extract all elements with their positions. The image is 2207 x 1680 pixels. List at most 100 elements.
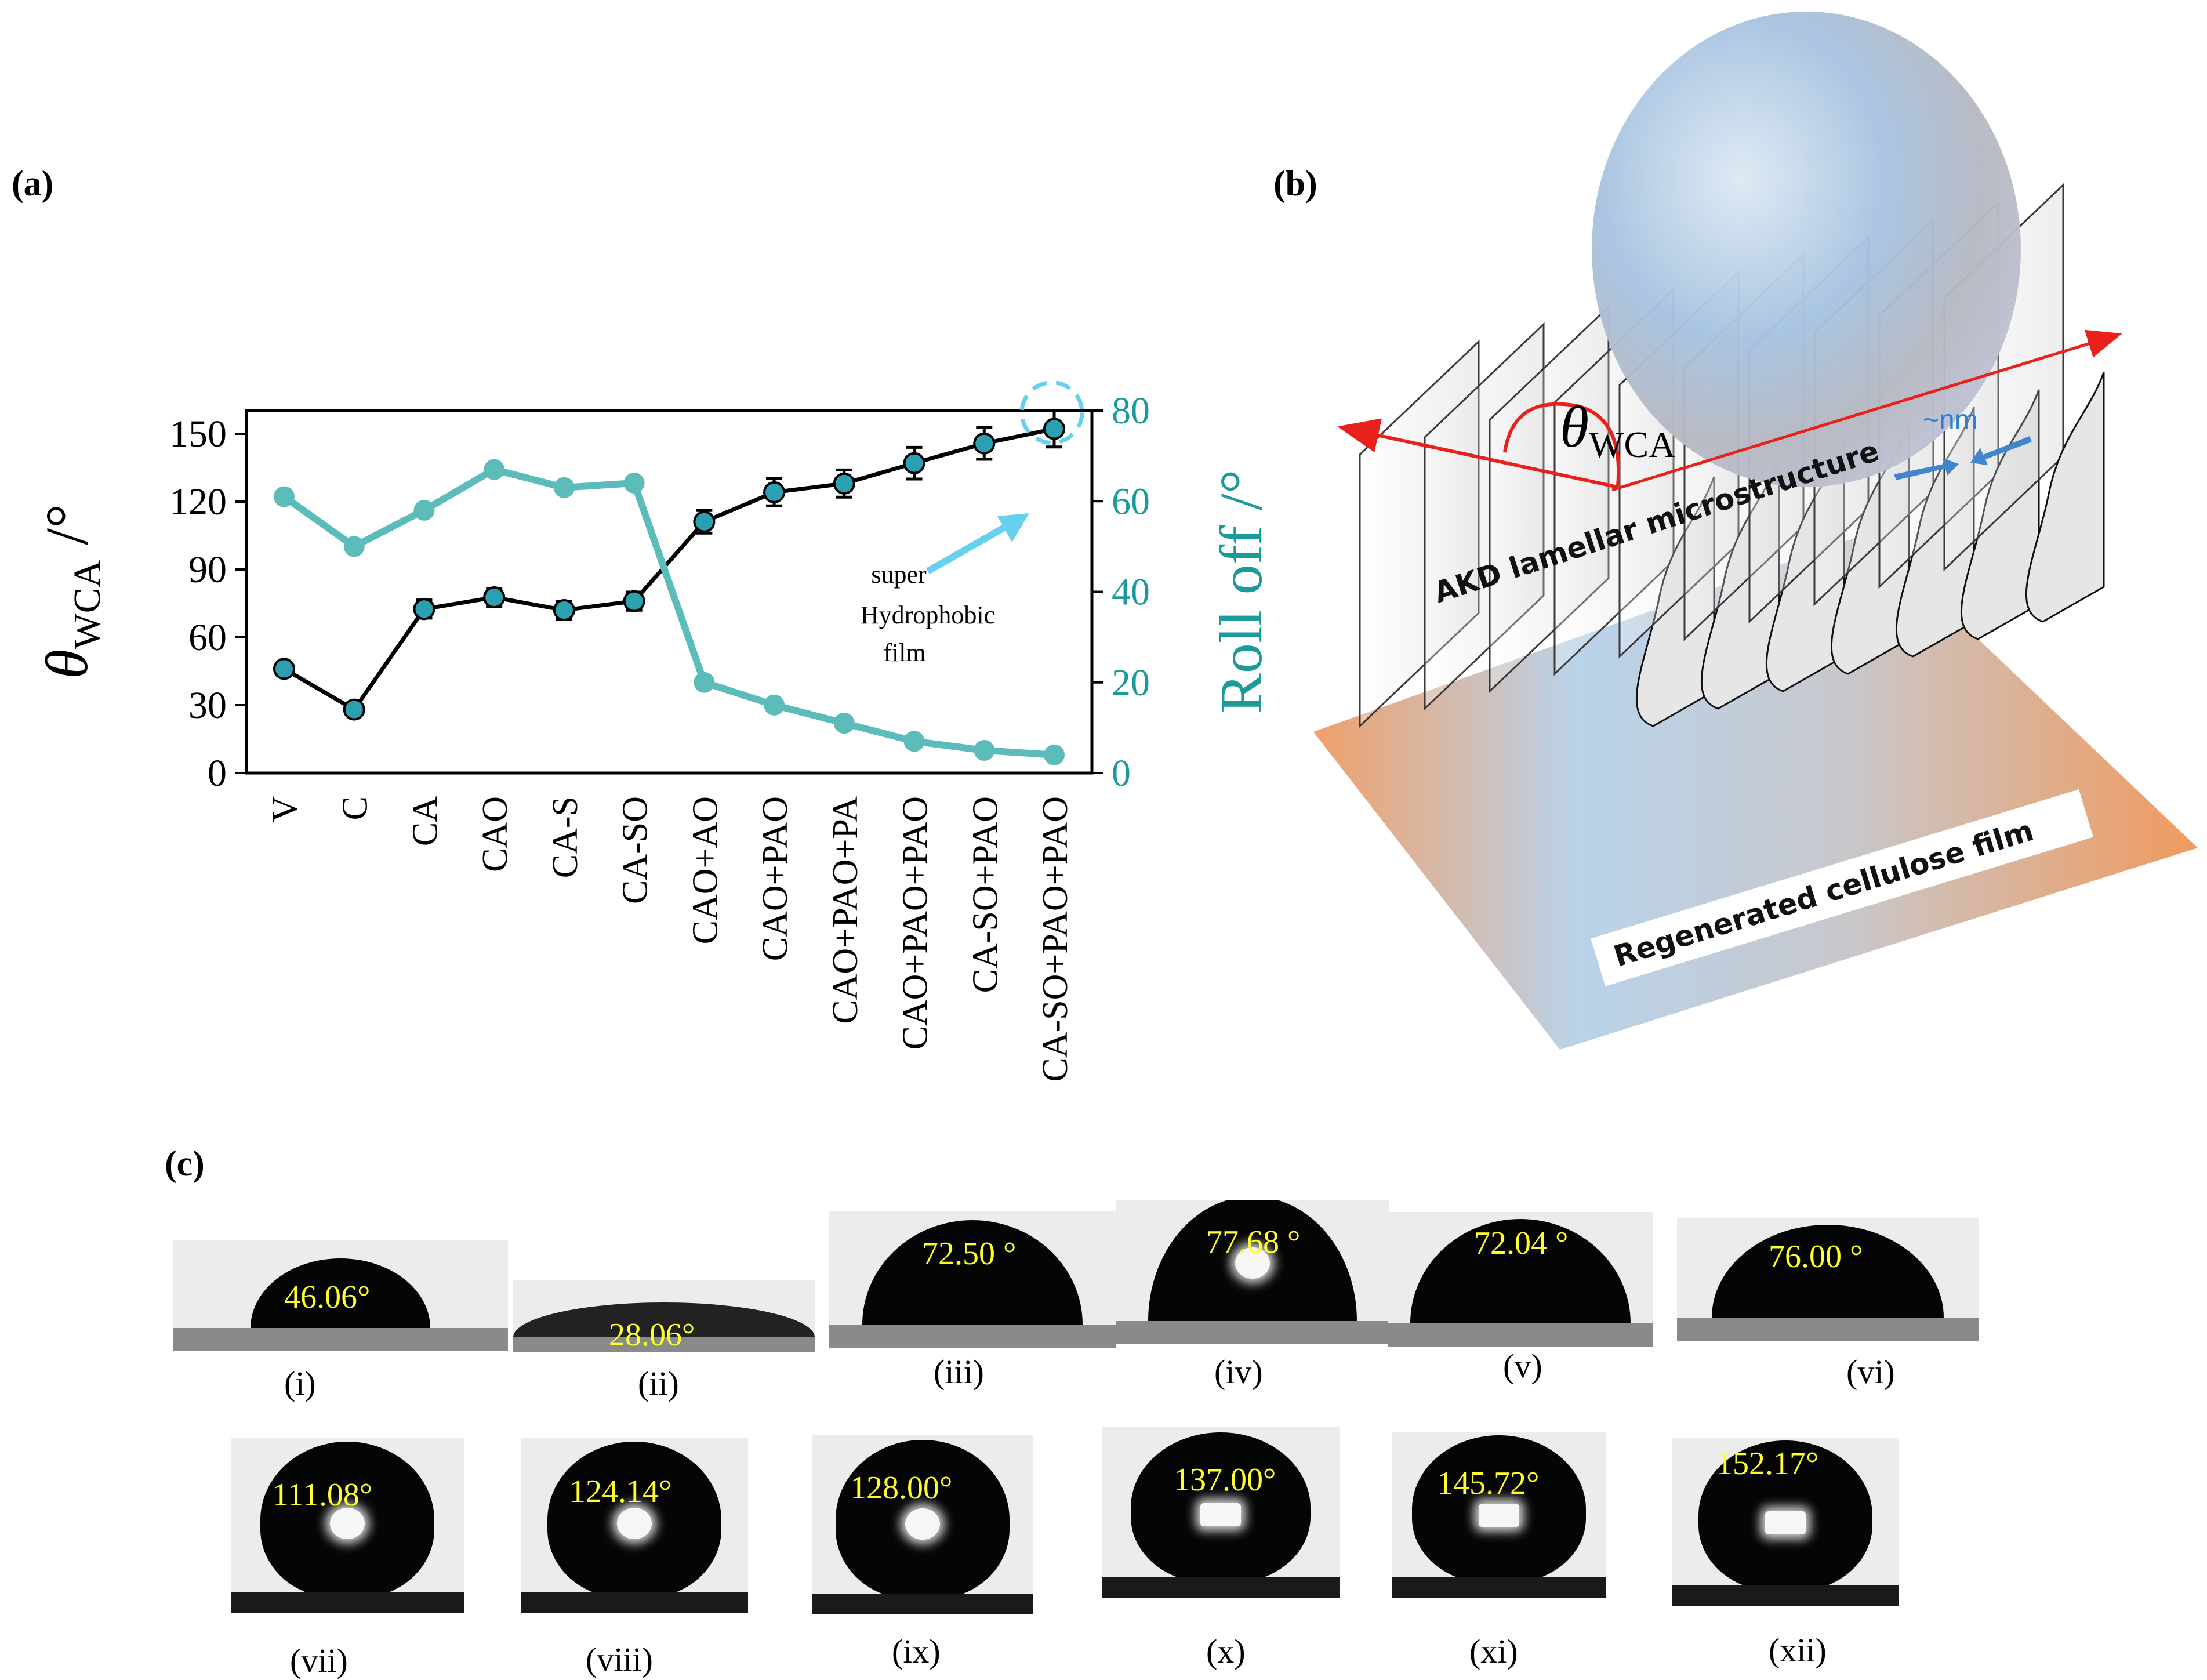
category-label: CAO+PAO+PA	[826, 796, 865, 1024]
substrate	[1388, 1323, 1653, 1347]
substrate	[812, 1594, 1033, 1614]
rolloff-line	[282, 466, 1055, 759]
substrate	[173, 1328, 508, 1351]
film-label-box	[1591, 789, 2094, 986]
photo-numeral: (iii)	[934, 1353, 984, 1391]
wca-point	[343, 698, 365, 721]
wca-point	[483, 586, 506, 609]
contact-angle-value: 46.06°	[284, 1279, 371, 1315]
droplet-photo	[1677, 1218, 1979, 1341]
rolloff-point	[274, 486, 295, 507]
category-label: CAO+PAO+PAO	[896, 796, 935, 1050]
annotation-line: Hydrophobic	[861, 601, 995, 629]
contact-angle-value: 111.08°	[273, 1477, 373, 1513]
droplet-photo	[231, 1438, 464, 1613]
right-tick-label: 60	[1112, 480, 1150, 522]
droplet-photo	[173, 1240, 508, 1351]
panel-label-b: (b)	[1273, 164, 1317, 204]
rolloff-point	[484, 459, 505, 480]
light-reflection	[1479, 1504, 1519, 1527]
droplet-photo	[1116, 1200, 1389, 1344]
photo-numeral: (ii)	[638, 1365, 679, 1402]
annotation-arrow-head	[997, 513, 1029, 542]
photo-numeral: (vi)	[1846, 1353, 1895, 1391]
substrate	[829, 1325, 1116, 1348]
annotation-arrow-shaft	[926, 521, 1011, 575]
wca-point	[833, 472, 855, 495]
contact-angle-value: 72.04 °	[1474, 1225, 1569, 1261]
right-tick-label: 20	[1112, 662, 1150, 704]
category-label: C	[336, 796, 375, 820]
substrate	[1116, 1321, 1389, 1344]
photo-numeral: (xi)	[1469, 1632, 1518, 1670]
wca-point	[1043, 418, 1065, 440]
water-droplet	[1592, 12, 2021, 487]
left-tick-label: 150	[169, 413, 227, 455]
droplet-photo	[513, 1280, 815, 1352]
droplet-photo	[1672, 1438, 1899, 1606]
rolloff-point	[553, 477, 575, 498]
annotation-line: super	[871, 560, 927, 589]
light-reflection	[1235, 1247, 1270, 1279]
light-reflection	[1200, 1503, 1241, 1526]
category-label: CAO+PAO	[756, 796, 795, 961]
category-label: CA-SO	[616, 796, 655, 904]
contact-angle-value: 145.72°	[1437, 1465, 1540, 1501]
contact-angle-value: 28.06°	[609, 1317, 695, 1353]
nm-label: ~nm	[1923, 405, 1978, 436]
droplet-photo	[829, 1211, 1116, 1348]
wca-point	[973, 432, 996, 455]
photo-numeral: (viii)	[586, 1641, 653, 1678]
wca-line	[283, 427, 1055, 712]
substrate	[1102, 1577, 1340, 1598]
wca-point	[693, 510, 716, 533]
panel-label-c: (c)	[165, 1144, 205, 1184]
photo-numeral: (xii)	[1769, 1631, 1827, 1669]
highlight-circle	[1019, 380, 1084, 445]
category-label: V	[266, 796, 305, 822]
substrate	[1677, 1318, 1979, 1341]
category-label: CA-SO+PAO	[965, 796, 1005, 993]
contact-angle-value: 76.00 °	[1769, 1239, 1863, 1275]
left-tick-label: 30	[188, 684, 227, 727]
photo-numeral: (iv)	[1214, 1353, 1263, 1391]
category-label: CAO+AO	[685, 796, 725, 944]
panel-label-a: (a)	[12, 164, 54, 204]
wca-point	[903, 452, 925, 474]
akd-lamellar-schematic: ~nm θWCA AKD lamellar microstructure Reg…	[1313, 12, 2198, 1050]
cellulose-film	[1313, 534, 2198, 1050]
contact-angle-value: 124.14°	[569, 1474, 672, 1510]
photo-numeral: (v)	[1503, 1347, 1542, 1385]
droplet-photo	[1392, 1432, 1606, 1598]
lamella-wave	[2025, 372, 2105, 623]
light-reflection	[1765, 1511, 1806, 1534]
category-label: CA-S	[546, 796, 585, 878]
right-tick-label: 40	[1112, 571, 1150, 614]
droplet-photo	[812, 1435, 1033, 1614]
rolloff-point	[623, 473, 645, 494]
light-reflection	[330, 1508, 365, 1540]
droplet-photo	[1102, 1427, 1340, 1598]
photo-numeral: (ix)	[892, 1632, 941, 1670]
light-reflection	[617, 1508, 652, 1540]
rolloff-point	[1044, 744, 1065, 765]
right-axis-title: Roll off /°	[1208, 469, 1264, 713]
left-axis-title: θWCA /°	[34, 504, 108, 679]
nm-arrows	[1894, 436, 2032, 480]
rolloff-point	[903, 731, 925, 752]
wca-point	[763, 481, 786, 503]
contact-angle-arc	[1503, 402, 1621, 487]
contact-angle-value: 77.68 °	[1206, 1224, 1301, 1260]
rolloff-point	[413, 499, 435, 521]
left-tick-label: 90	[188, 549, 227, 591]
rolloff-point	[343, 536, 365, 557]
substrate	[231, 1592, 464, 1613]
substrate	[521, 1592, 748, 1613]
wca-point	[553, 599, 575, 622]
contact-angle-value: 72.50 °	[922, 1236, 1017, 1272]
contact-angle-value: 128.00°	[850, 1470, 953, 1506]
photo-numeral: (vii)	[290, 1642, 348, 1679]
droplet-photo	[1388, 1212, 1653, 1347]
light-reflection	[905, 1508, 940, 1540]
left-tick-label: 60	[188, 616, 227, 659]
